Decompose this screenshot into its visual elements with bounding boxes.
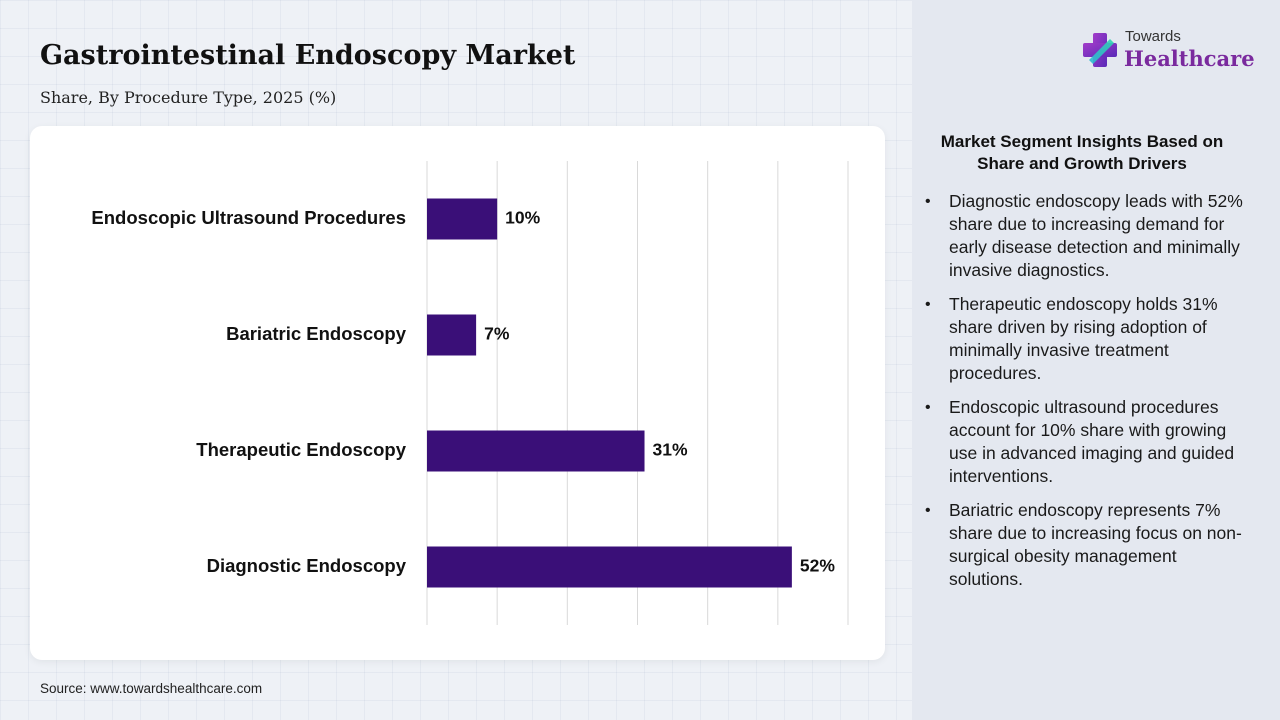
value-label: 10% <box>505 208 540 228</box>
value-label: 7% <box>484 324 510 344</box>
value-label: 52% <box>800 556 835 576</box>
category-label: Diagnostic Endoscopy <box>207 555 407 576</box>
insights-list: • Diagnostic endoscopy leads with 52% sha… <box>922 190 1252 602</box>
category-label: Endoscopic Ultrasound Procedures <box>91 207 406 228</box>
insight-text: Bariatric endoscopy represents 7% share … <box>949 500 1242 589</box>
bullet-icon: • <box>925 193 931 210</box>
page-subtitle: Share, By Procedure Type, 2025 (%) <box>40 88 337 107</box>
bar-chart: Endoscopic Ultrasound Procedures 10% Baria… <box>91 161 849 625</box>
logo-text-top: Towards <box>1125 28 1181 45</box>
bar <box>427 198 498 240</box>
bar <box>427 546 792 588</box>
category-label: Bariatric Endoscopy <box>226 323 407 344</box>
insight-item: • Diagnostic endoscopy leads with 52% sha… <box>922 190 1252 282</box>
bullet-icon: • <box>925 296 931 313</box>
source-note: Source: www.towardshealthcare.com <box>40 681 263 696</box>
medical-cross-logo-icon <box>1083 33 1117 67</box>
bullet-icon: • <box>925 502 931 519</box>
logo-text-bottom: Healthcare <box>1124 46 1255 71</box>
insight-text: Endoscopic ultrasound procedures account… <box>949 397 1235 486</box>
insight-item: • Bariatric endoscopy represents 7% share… <box>922 499 1252 591</box>
bar <box>427 430 645 472</box>
value-label: 31% <box>653 440 688 460</box>
insight-text: Therapeutic endoscopy holds 31% share dr… <box>949 294 1218 383</box>
insights-panel <box>912 0 1280 720</box>
insight-item: • Therapeutic endoscopy holds 31% share d… <box>922 293 1252 385</box>
insights-title: Market Segment Insights Based on Share a… <box>940 132 1224 173</box>
insight-text: Diagnostic endoscopy leads with 52% shar… <box>949 191 1243 280</box>
bar <box>427 314 477 356</box>
page-title: Gastrointestinal Endoscopy Market <box>40 40 576 71</box>
bullet-icon: • <box>925 399 931 416</box>
brand-logo: Towards Healthcare <box>1080 28 1260 78</box>
chart-section: Gastrointestinal Endoscopy Market Share,… <box>30 40 885 696</box>
insight-item: • Endoscopic ultrasound procedures accoun… <box>922 396 1252 488</box>
category-label: Therapeutic Endoscopy <box>196 439 406 460</box>
chart-card: Endoscopic Ultrasound Procedures 10% Baria… <box>30 126 885 660</box>
